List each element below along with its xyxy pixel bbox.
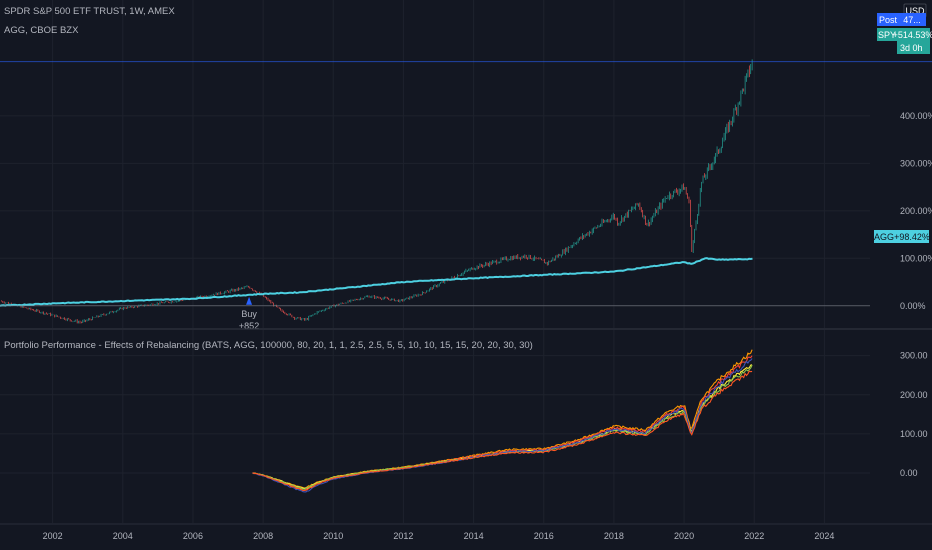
- buy-label: Buy: [241, 309, 257, 319]
- time-axis[interactable]: 2002 2004 2006 2008 2010 2012 2014 2016 2018 2020…: [43, 531, 835, 541]
- compare-title[interactable]: AGG, CBOE BZX: [4, 25, 79, 36]
- indicator-y-tick-label: 200.00: [900, 390, 928, 400]
- indicator-series: [252, 349, 753, 493]
- spy-tag[interactable]: SPY +514.53% 3d 0h: [877, 28, 932, 54]
- post-value: 47...: [903, 15, 921, 25]
- x-tick-label: 2024: [814, 531, 834, 541]
- buy-marker[interactable]: Buy +852: [239, 296, 259, 331]
- indicator-pane[interactable]: 300.00 200.00 100.00 0.00 Portfolio Perform…: [0, 330, 928, 523]
- spy-tag-label: SPY: [878, 30, 896, 40]
- agg-line: [0, 257, 753, 307]
- agg-tag[interactable]: AGG +98.42%: [874, 230, 930, 243]
- agg-tag-value: +98.42%: [894, 232, 930, 242]
- currency-label: USD: [905, 6, 925, 16]
- indicator-y-tick-label: 100.00: [900, 429, 928, 439]
- x-tick-label: 2006: [183, 531, 203, 541]
- x-tick-label: 2018: [604, 531, 624, 541]
- main-title[interactable]: SPDR S&P 500 ETF TRUST, 1W, AMEX: [4, 6, 175, 17]
- x-tick-label: 2012: [393, 531, 413, 541]
- x-tick-label: 2016: [534, 531, 554, 541]
- main-y-tick-label: 100.00%: [900, 253, 932, 263]
- main-y-tick-label: 400.00%: [900, 111, 932, 121]
- indicator-y-axis[interactable]: 300.00 200.00 100.00 0.00: [900, 351, 928, 478]
- x-tick-label: 2020: [674, 531, 694, 541]
- post-label: Post: [879, 15, 898, 25]
- indicator-line: [252, 370, 753, 492]
- post-tag[interactable]: Post 47...: [877, 13, 926, 26]
- indicator-grid: [0, 330, 870, 523]
- x-tick-label: 2014: [464, 531, 484, 541]
- spy-candles: [1, 59, 753, 324]
- x-tick-label: 2010: [323, 531, 343, 541]
- x-tick-label: 2022: [744, 531, 764, 541]
- agg-tag-label: AGG: [874, 232, 894, 242]
- main-y-axis[interactable]: 400.00% 300.00% 200.00% 100.00% 0.00%: [900, 111, 932, 311]
- indicator-line: [252, 358, 753, 493]
- spy-countdown: 3d 0h: [900, 43, 923, 53]
- spy-tag-value: +514.53%: [893, 30, 932, 40]
- indicator-title[interactable]: Portfolio Performance - Effects of Rebal…: [4, 340, 533, 351]
- main-y-tick-label: 300.00%: [900, 158, 932, 168]
- x-tick-label: 2002: [43, 531, 63, 541]
- indicator-y-tick-label: 300.00: [900, 351, 928, 361]
- buy-quantity: +852: [239, 321, 259, 331]
- x-tick-label: 2004: [113, 531, 133, 541]
- x-tick-label: 2008: [253, 531, 273, 541]
- buy-arrow-icon: [246, 296, 253, 305]
- indicator-y-tick-label: 0.00: [900, 468, 918, 478]
- main-price-pane[interactable]: 400.00% 300.00% 200.00% 100.00% 0.00% SPDR S…: [0, 0, 932, 331]
- main-y-tick-label: 200.00%: [900, 206, 932, 216]
- main-y-tick-label: 0.00%: [900, 301, 926, 311]
